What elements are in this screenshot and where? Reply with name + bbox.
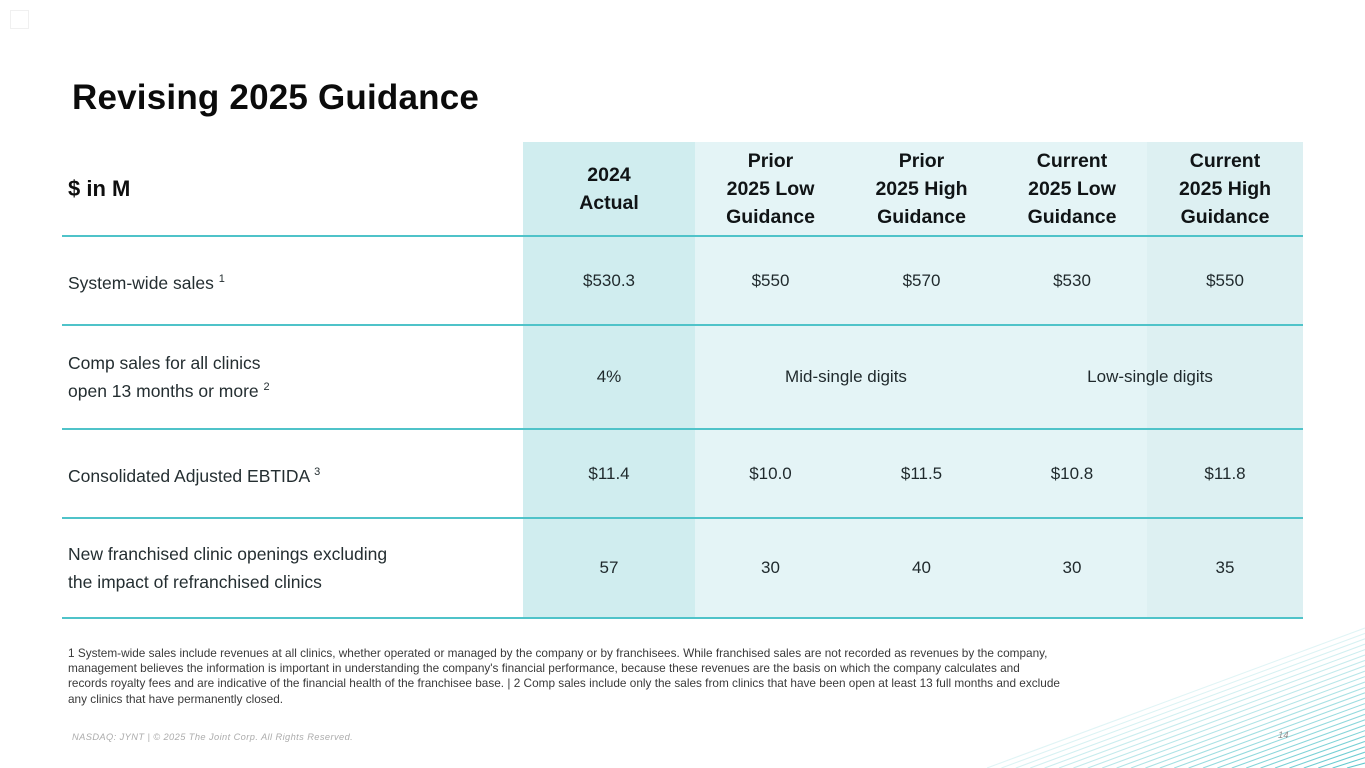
page-title: Revising 2025 Guidance bbox=[72, 78, 480, 117]
table-row: Comp sales for all clinics open 13 month… bbox=[62, 326, 1303, 430]
cell-value-span-current: Low-single digits bbox=[997, 326, 1303, 428]
decorative-line-fan bbox=[987, 627, 1365, 768]
table-row: System-wide sales 1 $530.3 $550 $570 $53… bbox=[62, 237, 1303, 326]
table-row: New franchised clinic openings excluding… bbox=[62, 519, 1303, 619]
guidance-table: $ in M 2024 Actual Prior 2025 Low Guidan… bbox=[62, 142, 1303, 619]
footnote-text: 1 System-wide sales include revenues at … bbox=[68, 646, 1060, 706]
row-label: Comp sales for all clinics open 13 month… bbox=[68, 353, 270, 401]
row-label: System-wide sales 1 bbox=[68, 272, 225, 293]
cell-value: $550 bbox=[1147, 237, 1303, 324]
table-row: Consolidated Adjusted EBTIDA 3 $11.4 $10… bbox=[62, 430, 1303, 519]
column-header-current-low: Current 2025 Low Guidance bbox=[997, 142, 1147, 235]
cell-value: $10.0 bbox=[695, 430, 846, 517]
corner-artifact bbox=[10, 10, 29, 29]
cell-value: 4% bbox=[523, 326, 695, 428]
column-header-current-high: Current 2025 High Guidance bbox=[1147, 142, 1303, 235]
row-label: New franchised clinic openings excluding… bbox=[68, 544, 388, 592]
cell-value: $530.3 bbox=[523, 237, 695, 324]
cell-value: 35 bbox=[1147, 519, 1303, 617]
unit-label: $ in M bbox=[68, 175, 131, 201]
table-header-row: $ in M 2024 Actual Prior 2025 Low Guidan… bbox=[62, 142, 1303, 237]
column-header-prior-low: Prior 2025 Low Guidance bbox=[695, 142, 846, 235]
cell-value: $530 bbox=[997, 237, 1147, 324]
cell-value-span-prior: Mid-single digits bbox=[695, 326, 997, 428]
cell-value: $10.8 bbox=[997, 430, 1147, 517]
column-header-prior-high: Prior 2025 High Guidance bbox=[846, 142, 997, 235]
cell-value: $11.8 bbox=[1147, 430, 1303, 517]
cell-value: $11.4 bbox=[523, 430, 695, 517]
cell-value: 30 bbox=[695, 519, 846, 617]
cell-value: $570 bbox=[846, 237, 997, 324]
cell-value: 57 bbox=[523, 519, 695, 617]
footer-copyright: NASDAQ: JYNT | © 2025 The Joint Corp. Al… bbox=[72, 732, 354, 742]
row-label: Consolidated Adjusted EBTIDA 3 bbox=[68, 465, 321, 486]
cell-value: 30 bbox=[997, 519, 1147, 617]
cell-value: $550 bbox=[695, 237, 846, 324]
page-number: 14 bbox=[1278, 730, 1289, 741]
cell-value: 40 bbox=[846, 519, 997, 617]
cell-value: $11.5 bbox=[846, 430, 997, 517]
column-header-2024-actual: 2024 Actual bbox=[523, 142, 695, 235]
